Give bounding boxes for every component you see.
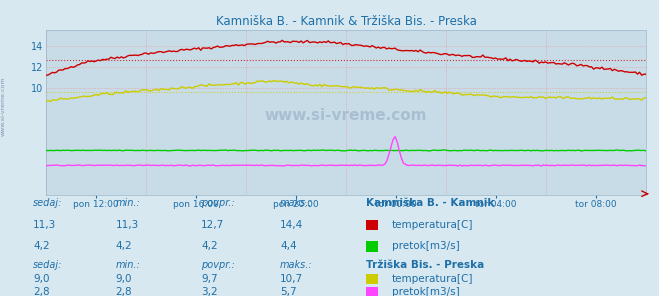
Text: 9,7: 9,7	[201, 274, 217, 284]
Text: www.si-vreme.com: www.si-vreme.com	[265, 108, 427, 123]
Text: 11,3: 11,3	[115, 220, 138, 230]
Text: 3,2: 3,2	[201, 287, 217, 296]
Text: 4,2: 4,2	[201, 241, 217, 251]
Text: 10,7: 10,7	[280, 274, 303, 284]
Text: sedaj:: sedaj:	[33, 198, 63, 208]
Text: maks.:: maks.:	[280, 198, 313, 208]
Title: Kamniška B. - Kamnik & Tržiška Bis. - Preska: Kamniška B. - Kamnik & Tržiška Bis. - Pr…	[215, 15, 476, 28]
Text: 9,0: 9,0	[33, 274, 49, 284]
Text: pretok[m3/s]: pretok[m3/s]	[392, 241, 460, 251]
Text: 5,7: 5,7	[280, 287, 297, 296]
Text: 2,8: 2,8	[115, 287, 132, 296]
Text: 4,4: 4,4	[280, 241, 297, 251]
Text: sedaj:: sedaj:	[33, 260, 63, 270]
Text: Tržiška Bis. - Preska: Tržiška Bis. - Preska	[366, 260, 484, 270]
Text: 9,0: 9,0	[115, 274, 132, 284]
Text: temperatura[C]: temperatura[C]	[392, 274, 474, 284]
Text: pretok[m3/s]: pretok[m3/s]	[392, 287, 460, 296]
Text: 4,2: 4,2	[33, 241, 49, 251]
Text: povpr.:: povpr.:	[201, 198, 235, 208]
Text: www.si-vreme.com: www.si-vreme.com	[1, 77, 6, 136]
Text: temperatura[C]: temperatura[C]	[392, 220, 474, 230]
Text: min.:: min.:	[115, 260, 140, 270]
Text: 12,7: 12,7	[201, 220, 224, 230]
Text: min.:: min.:	[115, 198, 140, 208]
Text: maks.:: maks.:	[280, 260, 313, 270]
Text: 14,4: 14,4	[280, 220, 303, 230]
Text: Kamniška B. - Kamnik: Kamniška B. - Kamnik	[366, 198, 494, 208]
Text: povpr.:: povpr.:	[201, 260, 235, 270]
Text: 11,3: 11,3	[33, 220, 56, 230]
Text: 2,8: 2,8	[33, 287, 49, 296]
Text: 4,2: 4,2	[115, 241, 132, 251]
